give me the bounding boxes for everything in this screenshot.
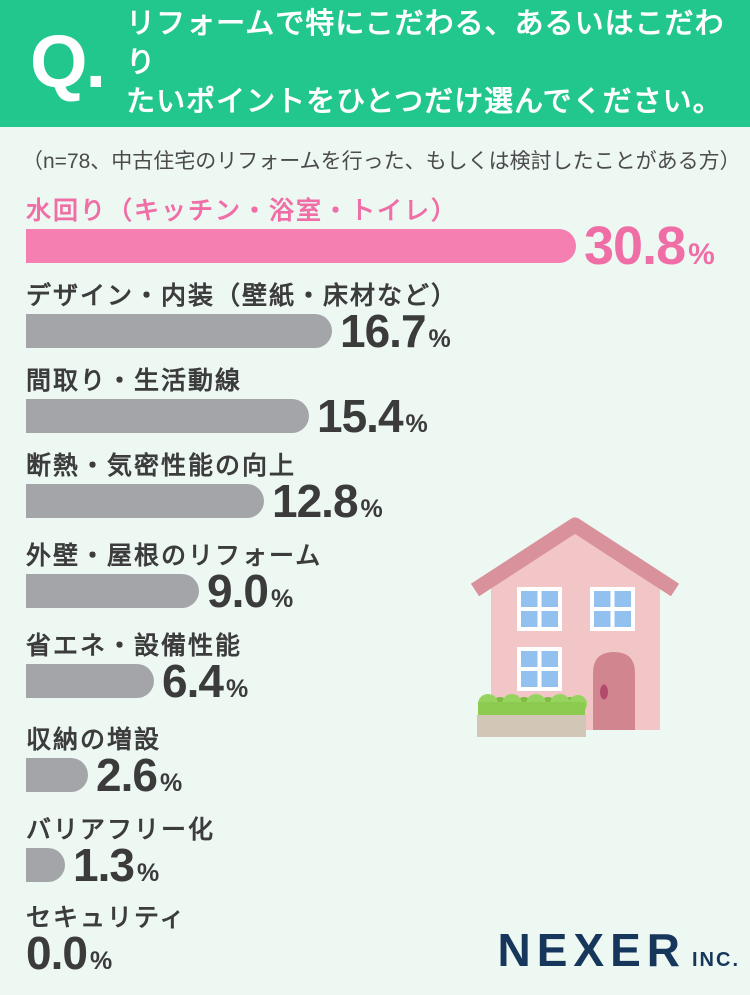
bar-line: 15.4% — [26, 393, 428, 439]
question-line-1: リフォームで特にこだわる、あるいはこだわり — [126, 8, 725, 79]
category-label: デザイン・内装（壁紙・床材など） — [26, 282, 459, 310]
bar-row: バリアフリー化 1.3% — [26, 816, 216, 888]
bar — [26, 399, 309, 433]
bar-row: 間取り・生活動線 15.4% — [26, 367, 428, 439]
bar-row: 収納の増設 2.6% — [26, 726, 182, 798]
category-label: 水回り（キッチン・浴室・トイレ） — [26, 197, 459, 225]
value-label: 1.3% — [73, 839, 160, 891]
bar-line: 1.3% — [26, 842, 215, 888]
bar-row: 外壁・屋根のリフォーム 9.0% — [26, 542, 323, 614]
q-mark: Q. — [30, 19, 106, 103]
bar-line: 0.0% — [26, 930, 187, 976]
category-label: 間取り・生活動線 — [26, 367, 243, 395]
door — [593, 652, 635, 730]
category-label: 外壁・屋根のリフォーム — [26, 542, 323, 570]
house-icon — [470, 517, 680, 737]
door-knob — [600, 684, 608, 700]
bar — [26, 574, 199, 608]
percent-unit: % — [159, 769, 183, 797]
brand-name: NEXER — [497, 924, 686, 976]
category-label: 断熱・気密性能の向上 — [26, 452, 297, 480]
percent-unit: % — [360, 495, 383, 523]
question-header: Q. リフォームで特にこだわる、あるいはこだわり たいポイントをひとつだけ選んで… — [0, 0, 750, 127]
value-label: 16.7% — [340, 305, 451, 357]
brand-logo: NEXER INC. — [498, 927, 740, 973]
percent-unit: % — [225, 675, 249, 703]
percent-unit: % — [136, 859, 160, 887]
percent-unit: % — [89, 947, 113, 975]
bar-line: 2.6% — [26, 752, 182, 798]
question-line-2: たいポイントをひとつだけ選んでください。 — [126, 86, 723, 118]
bar-line: 16.7% — [26, 308, 458, 354]
window-lower-left — [517, 647, 562, 691]
bar — [26, 229, 576, 263]
percent-unit: % — [688, 238, 715, 271]
bar-row: 水回り（キッチン・浴室・トイレ） 30.8% — [26, 197, 715, 273]
bar-row: デザイン・内装（壁紙・床材など） 16.7% — [26, 282, 459, 354]
window-upper-left — [517, 587, 562, 631]
bar — [26, 484, 264, 518]
value-label: 15.4% — [317, 390, 428, 442]
bar — [26, 664, 154, 698]
hedge — [478, 694, 587, 715]
window-upper-right — [590, 587, 635, 631]
planter — [477, 715, 586, 737]
percent-unit: % — [270, 585, 294, 613]
category-label: バリアフリー化 — [26, 816, 216, 844]
percent-unit: % — [428, 325, 451, 353]
bar — [26, 758, 88, 792]
value-label: 2.6% — [96, 749, 183, 801]
bar-line: 30.8% — [26, 219, 715, 273]
question-text: リフォームで特にこだわる、あるいはこだわり たいポイントをひとつだけ選んでくださ… — [126, 5, 730, 122]
value-label: 30.8% — [584, 216, 715, 276]
value-label: 0.0% — [26, 927, 113, 979]
value-label: 12.8% — [272, 475, 383, 527]
bar-line: 9.0% — [26, 568, 322, 614]
value-label: 6.4% — [162, 655, 249, 707]
bar-line: 12.8% — [26, 478, 383, 524]
percent-unit: % — [405, 410, 428, 438]
sample-note: （n=78、中古住宅のリフォームを行った、もしくは検討したことがある方） — [22, 150, 741, 173]
bar-row: 省エネ・設備性能 6.4% — [26, 632, 248, 704]
bar — [26, 314, 332, 348]
category-label: 収納の増設 — [26, 726, 162, 754]
category-label: 省エネ・設備性能 — [26, 632, 243, 660]
brand-suffix: INC. — [692, 949, 740, 971]
bar — [26, 848, 65, 882]
bar-line: 6.4% — [26, 658, 248, 704]
roof — [470, 517, 680, 597]
category-label: セキュリティ — [26, 904, 187, 932]
value-label: 9.0% — [207, 565, 294, 617]
bar-row: セキュリティ 0.0% — [26, 904, 187, 977]
bar-row: 断熱・気密性能の向上 12.8% — [26, 452, 383, 524]
